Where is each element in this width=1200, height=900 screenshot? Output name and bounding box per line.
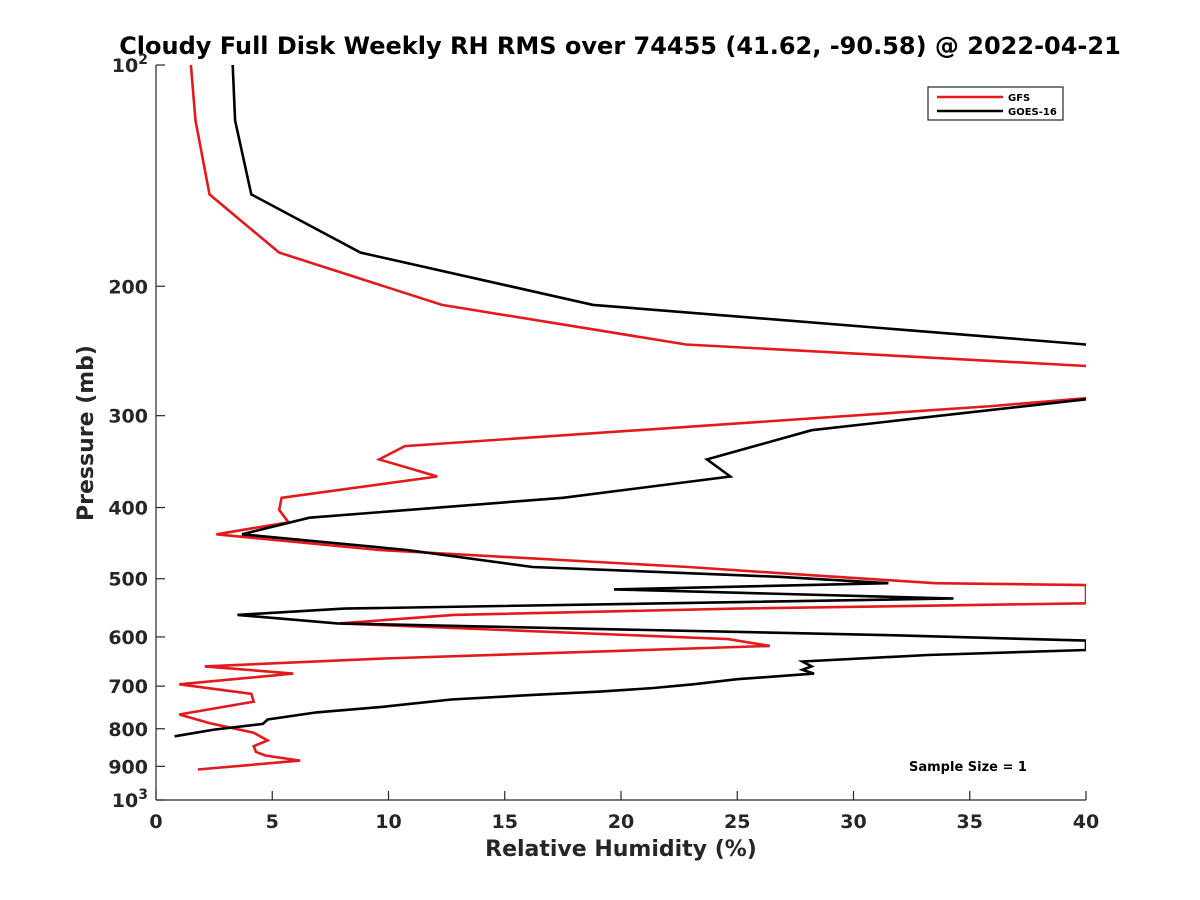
legend-label-gfs: GFS: [1008, 93, 1030, 104]
y-tick-label: 600: [108, 627, 148, 649]
x-tick-label: 25: [724, 811, 750, 833]
y-tick-label: 500: [108, 569, 148, 591]
x-tick-label: 30: [840, 811, 866, 833]
y-tick-label: 102: [112, 52, 148, 77]
chart-title: Cloudy Full Disk Weekly RH RMS over 7445…: [119, 32, 1121, 60]
legend-box: [927, 86, 1064, 121]
x-tick-label: 15: [492, 811, 518, 833]
x-tick-label: 0: [149, 811, 162, 833]
x-tick-label: 40: [1073, 811, 1099, 833]
y-tick-label: 900: [108, 756, 148, 778]
x-axis-label: Relative Humidity (%): [485, 837, 757, 862]
sample-size-annotation: Sample Size = 1: [909, 760, 1027, 775]
x-tick-label: 20: [608, 811, 634, 833]
y-tick-label: 400: [108, 498, 148, 520]
x-tick-label: 10: [375, 811, 401, 833]
series-line-goes-16: [174, 65, 1086, 738]
y-tick-label: 300: [108, 406, 148, 428]
x-ticks: 0 5 10 15 20 25 30 35 40: [149, 791, 1099, 833]
y-tick-label: 700: [108, 676, 148, 698]
x-tick-label: 35: [957, 811, 983, 833]
x-tick-label: 5: [266, 811, 279, 833]
series-line-gfs: [178, 65, 1086, 771]
y-tick-label: 103: [112, 787, 148, 812]
y-axis-label: Pressure (mb): [74, 345, 99, 521]
y-ticks: 102 200 300 400 500 600 700 800 900 103: [108, 52, 165, 812]
legend-label-goes-16: GOES-16: [1008, 107, 1057, 118]
legend: GFS GOES-16: [927, 86, 1064, 121]
y-tick-label: 800: [108, 719, 148, 741]
series-layer: [174, 65, 1086, 771]
y-tick-label: 200: [108, 276, 148, 298]
